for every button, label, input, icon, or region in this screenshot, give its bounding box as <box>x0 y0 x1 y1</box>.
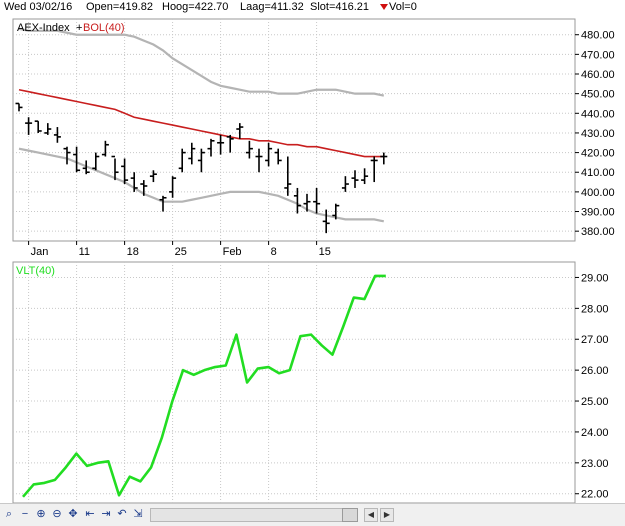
price-y-tick-label: 420.00 <box>581 148 615 160</box>
zoom-fit-icon[interactable]: ⊕ <box>36 508 46 520</box>
chart-svg[interactable]: Jan 11 18 25 Feb 8 15 380.00 390.00 400.00 410.00 4… <box>0 0 625 504</box>
chart-toolbar: ⌕ − ⊕ ⊖ ✥ ⇤ ⇥ ↶ ⇲ ◀ ▶ <box>0 503 625 526</box>
volume-value: Vol=0 <box>389 1 417 13</box>
price-y-tick-label: 430.00 <box>581 128 615 140</box>
low-readout: Laag=411.32 <box>240 1 304 13</box>
volume-arrow-icon <box>380 4 388 11</box>
x-tick-label: 11 <box>79 246 90 258</box>
price-panel[interactable] <box>12 18 576 242</box>
x-tick-label: 18 <box>127 246 139 258</box>
x-tick-label: Feb <box>223 246 242 258</box>
info-bar: Wed 03/02/16 Open=419.82 Hoog=422.70 Laa… <box>0 0 625 16</box>
x-tick-label: Jan <box>31 246 49 258</box>
x-tick-label: 25 <box>175 246 187 258</box>
price-y-tick-label: 410.00 <box>581 167 615 179</box>
vlt-y-tick-label: 29.00 <box>581 272 609 284</box>
open-readout: Open=419.82 <box>86 1 153 13</box>
price-y-tick-label: 400.00 <box>581 187 615 199</box>
vlt-y-tick-label: 22.00 <box>581 489 609 501</box>
zoom-in-icon[interactable]: − <box>21 508 29 520</box>
bollinger-upper-line <box>18 27 385 97</box>
end-icon[interactable]: ⇲ <box>133 508 143 520</box>
date-readout: Wed 03/02/16 <box>4 1 73 13</box>
last-icon[interactable]: ⇥ <box>101 508 111 520</box>
legend-plus: + <box>76 22 82 34</box>
bollinger-lower-line <box>18 147 385 223</box>
price-y-tick-label: 440.00 <box>581 108 615 120</box>
x-tick-label: 15 <box>319 246 331 258</box>
scroll-left-icon[interactable]: ◀ <box>364 508 378 522</box>
legend-volatility: VLT(40) <box>16 265 55 277</box>
volume-readout: Vol=0 <box>380 1 417 13</box>
high-readout: Hoog=422.70 <box>162 1 229 13</box>
price-y-tick-label: 460.00 <box>581 69 615 81</box>
vlt-y-tick-label: 24.00 <box>581 427 609 439</box>
scroll-thumb[interactable] <box>342 508 358 522</box>
first-icon[interactable]: ⇤ <box>85 508 95 520</box>
price-y-tick-label: 380.00 <box>581 226 615 238</box>
price-y-tick-label: 450.00 <box>581 89 615 101</box>
volatility-panel[interactable] <box>12 261 576 504</box>
zoom-reset-icon[interactable]: ⊖ <box>52 508 62 520</box>
legend-aex-index: AEX-Index <box>17 22 70 34</box>
undo-icon[interactable]: ↶ <box>117 508 127 520</box>
close-readout: Slot=416.21 <box>310 1 370 13</box>
vlt-y-tick-label: 23.00 <box>581 458 609 470</box>
price-y-tick-label: 480.00 <box>581 30 615 42</box>
expand-icon[interactable]: ✥ <box>68 508 78 520</box>
vlt-y-tick-label: 27.00 <box>581 334 609 346</box>
price-y-tick-label: 470.00 <box>581 49 615 61</box>
price-y-tick-label: 390.00 <box>581 207 615 219</box>
bollinger-middle-line <box>18 88 384 158</box>
legend-bollinger: BOL(40) <box>83 22 125 34</box>
scroll-right-icon[interactable]: ▶ <box>380 508 394 522</box>
vlt-y-tick-label: 26.00 <box>581 365 609 377</box>
volatility-line <box>22 274 386 498</box>
chart-area[interactable]: Jan 11 18 25 Feb 8 15 380.00 390.00 400.00 410.00 4… <box>0 0 625 506</box>
vlt-y-tick-label: 28.00 <box>581 303 609 315</box>
vlt-y-tick-label: 25.00 <box>581 396 609 408</box>
zoom-out-icon[interactable]: ⌕ <box>5 508 13 520</box>
x-tick-label: 8 <box>271 246 277 258</box>
scroll-track[interactable] <box>150 508 357 522</box>
